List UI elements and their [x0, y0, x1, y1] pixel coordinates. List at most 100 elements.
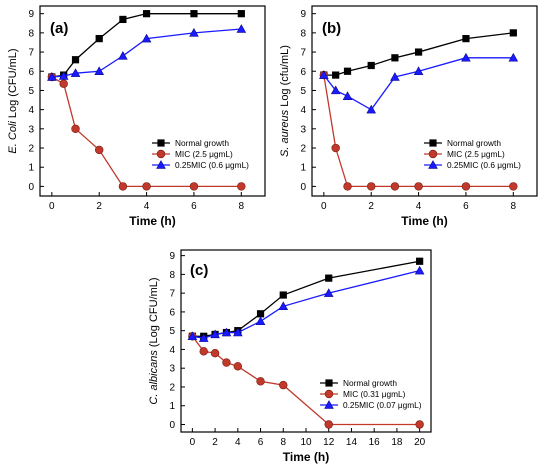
y-tick-label: 6	[169, 307, 175, 318]
y-tick-label: 7	[28, 48, 34, 59]
x-tick-label: 0	[190, 437, 196, 448]
marker-s3-p3	[221, 327, 232, 337]
y-tick-label: 2	[28, 144, 34, 155]
y-axis-label-units: Log (cfu/mL)	[279, 45, 291, 110]
marker-s1-plegend	[157, 139, 165, 147]
marker-s2-p3	[367, 182, 376, 191]
marker-s3-p8	[414, 265, 425, 275]
panel-label: (a)	[50, 20, 68, 37]
y-tick-label: 8	[300, 28, 306, 39]
marker-s1-p6	[279, 291, 287, 299]
marker-s2-p5	[142, 182, 151, 191]
marker-s3-p1	[198, 333, 209, 342]
marker-s3-p2	[70, 68, 81, 77]
marker-s3-p5	[413, 66, 424, 75]
y-tick-label: 2	[300, 144, 306, 155]
series-line-3	[323, 57, 514, 111]
marker-s1-p6	[190, 10, 198, 18]
marker-s1-p5	[142, 10, 151, 18]
y-axis-label-species: E. Coli	[7, 121, 19, 154]
y-tick-label: 6	[300, 67, 306, 78]
legend-entry-label: Normal growth	[447, 138, 501, 148]
y-tick-label: 4	[169, 345, 175, 356]
marker-s3-p2	[342, 91, 353, 100]
legend-entry-label: 0.25MIC (0.6 μgmL)	[447, 160, 521, 170]
x-tick-label: 4	[235, 437, 241, 448]
legend-entry-label: MIC (0.31 μgmL)	[343, 389, 406, 399]
marker-s3-p1	[58, 71, 69, 80]
marker-s3-p6	[189, 27, 199, 37]
marker-s2-p6	[279, 380, 288, 390]
x-tick-label: 14	[346, 437, 358, 448]
y-axis-label: C. albicans (Log CFU/mL)	[148, 277, 160, 404]
marker-s3-p4	[118, 50, 128, 60]
marker-s2-plegend	[156, 149, 166, 159]
y-tick-label: 5	[28, 86, 34, 97]
x-tick-label: 18	[391, 437, 403, 448]
marker-s2-p1	[199, 347, 208, 356]
marker-s2-plegend	[428, 149, 438, 159]
x-axis-label: Time (h)	[129, 214, 175, 228]
y-axis-label: E. Coli Log (CFU/mL)	[7, 48, 19, 153]
marker-s3-p3	[366, 104, 377, 114]
y-tick-label: 5	[300, 86, 306, 97]
y-tick-label: 8	[169, 270, 175, 281]
x-tick-label: 12	[323, 437, 335, 448]
chart-panel-1: 0 2 4 6 8 0 1 2 3 4 5 6 7 8 9 Time (h) E. Coli Log (CFU/…	[7, 5, 266, 228]
plot-frame	[311, 5, 538, 197]
y-tick-label: 1	[300, 163, 306, 174]
marker-s2-p3	[222, 358, 231, 367]
x-tick-label: 6	[258, 437, 264, 448]
marker-s3-p4	[233, 327, 243, 337]
marker-s3-p6	[461, 52, 471, 62]
marker-s2-p5	[414, 182, 423, 191]
marker-s2-p7	[237, 182, 246, 191]
marker-s2-p2	[343, 182, 352, 191]
legend-entry-label: MIC (2.5 μgmL)	[175, 149, 233, 159]
marker-s3-p0	[187, 331, 198, 341]
y-tick-label: 3	[300, 124, 306, 135]
y-tick-label: 0	[169, 420, 175, 431]
marker-s2-p5	[256, 377, 265, 386]
y-tick-label: 1	[28, 163, 34, 174]
marker-s3-p7	[236, 24, 247, 33]
marker-s2-p4	[233, 362, 243, 371]
marker-s1-p3	[367, 61, 375, 70]
marker-s2-p6	[461, 182, 471, 191]
y-tick-label: 7	[300, 48, 306, 59]
series-line-2	[323, 74, 514, 188]
marker-s1-plegend	[429, 139, 437, 147]
marker-s3-p4	[390, 72, 400, 81]
y-tick-label: 3	[28, 124, 34, 135]
legend-entry-label: Normal growth	[343, 378, 397, 388]
y-tick-label: 1	[169, 401, 175, 412]
panel-label: (b)	[322, 20, 341, 37]
marker-s1-p4	[119, 15, 127, 24]
legend-entry-label: 0.25MIC (0.07 μgmL)	[343, 400, 422, 410]
y-tick-label: 3	[169, 364, 175, 375]
x-tick-label: 2	[368, 201, 374, 212]
y-axis-label: S. aureus Log (cfu/mL)	[279, 45, 291, 157]
y-tick-label: 9	[169, 251, 175, 262]
x-tick-label: 2	[96, 201, 102, 212]
marker-s1-p5	[256, 310, 265, 318]
y-tick-label: 0	[28, 182, 34, 193]
marker-s1-p2	[71, 56, 80, 64]
marker-s3-plegend	[324, 400, 334, 409]
marker-s2-p6	[189, 182, 199, 191]
y-tick-label: 6	[28, 67, 34, 78]
x-tick-label: 4	[416, 201, 422, 212]
marker-s1-p2	[343, 67, 352, 75]
panel-label: (c)	[190, 262, 208, 279]
y-axis-label-species: C. albicans	[148, 350, 160, 405]
marker-s2-p4	[390, 182, 400, 191]
x-tick-label: 8	[239, 201, 245, 212]
marker-s1-p6	[462, 35, 470, 43]
marker-s3-p5	[255, 316, 266, 326]
y-tick-label: 9	[300, 9, 306, 20]
marker-s1-p1	[332, 71, 340, 79]
y-axis-label-units: (Log CFU/mL)	[148, 277, 160, 350]
